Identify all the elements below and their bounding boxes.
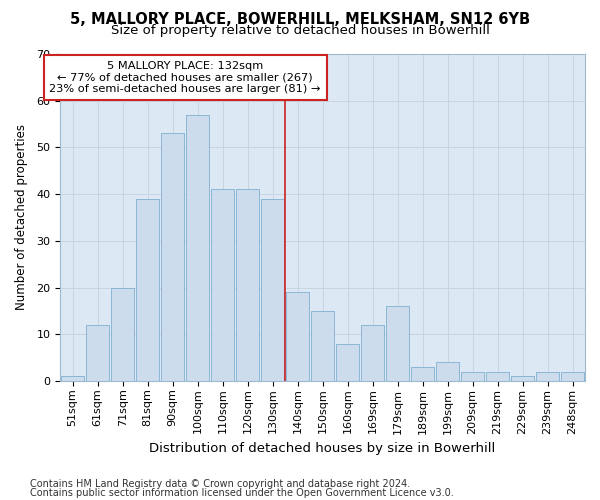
Bar xyxy=(236,190,259,381)
Text: 5, MALLORY PLACE, BOWERHILL, MELKSHAM, SN12 6YB: 5, MALLORY PLACE, BOWERHILL, MELKSHAM, S… xyxy=(70,12,530,28)
Text: Contains public sector information licensed under the Open Government Licence v3: Contains public sector information licen… xyxy=(30,488,454,498)
Text: Size of property relative to detached houses in Bowerhill: Size of property relative to detached ho… xyxy=(110,24,490,37)
Bar xyxy=(536,372,559,381)
Text: Contains HM Land Registry data © Crown copyright and database right 2024.: Contains HM Land Registry data © Crown c… xyxy=(30,479,410,489)
Bar xyxy=(561,372,584,381)
Bar xyxy=(211,190,234,381)
Bar xyxy=(361,325,384,381)
Bar xyxy=(136,199,159,381)
Bar xyxy=(186,114,209,381)
Y-axis label: Number of detached properties: Number of detached properties xyxy=(15,124,28,310)
Bar xyxy=(411,367,434,381)
Bar xyxy=(286,292,309,381)
Bar xyxy=(261,199,284,381)
X-axis label: Distribution of detached houses by size in Bowerhill: Distribution of detached houses by size … xyxy=(149,442,496,455)
Bar xyxy=(61,376,84,381)
Bar xyxy=(311,311,334,381)
Bar xyxy=(86,325,109,381)
Bar xyxy=(511,376,534,381)
Bar xyxy=(436,362,459,381)
Bar xyxy=(161,134,184,381)
Bar xyxy=(336,344,359,381)
Bar xyxy=(386,306,409,381)
Bar xyxy=(486,372,509,381)
Bar xyxy=(111,288,134,381)
Bar xyxy=(461,372,484,381)
Text: 5 MALLORY PLACE: 132sqm
← 77% of detached houses are smaller (267)
23% of semi-d: 5 MALLORY PLACE: 132sqm ← 77% of detache… xyxy=(49,61,321,94)
